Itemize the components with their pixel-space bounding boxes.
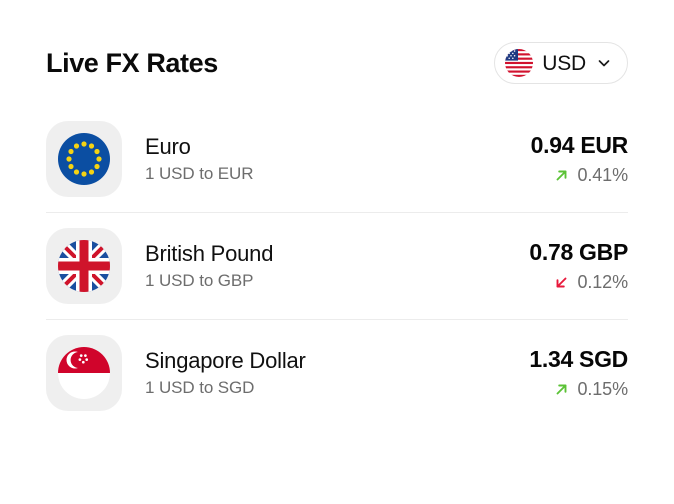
row-values-block: 1.34 SGD 0.15% — [529, 346, 628, 400]
currency-subtitle: 1 USD to SGD — [145, 378, 255, 398]
row-divider — [46, 212, 628, 213]
rate-change: 0.12% — [553, 272, 628, 293]
row-values-block: 0.78 GBP 0.12% — [529, 239, 628, 293]
arrow-up-right-icon — [553, 381, 570, 398]
row-text-block: British Pound 1 USD to GBP — [145, 241, 529, 291]
eu-flag-icon — [46, 121, 122, 197]
card-header: Live FX Rates — [46, 0, 628, 100]
gb-flag-icon — [46, 228, 122, 304]
table-row[interactable]: British Pound 1 USD to GBP 0.78 GBP 0.12… — [46, 213, 628, 319]
base-currency-selector[interactable]: USD — [494, 42, 628, 84]
sg-flag-icon — [46, 335, 122, 411]
base-currency-code: USD — [542, 51, 586, 75]
rate-value: 1.34 SGD — [529, 345, 628, 372]
currency-subtitle: 1 USD to GBP — [145, 271, 254, 291]
change-percent: 0.15% — [577, 379, 628, 400]
arrow-up-right-icon — [553, 167, 570, 184]
row-text-block: Euro 1 USD to EUR — [145, 134, 531, 184]
currency-name: Singapore Dollar — [145, 348, 306, 374]
table-row[interactable]: Singapore Dollar 1 USD to SGD 1.34 SGD 0… — [46, 320, 628, 426]
change-percent: 0.41% — [577, 165, 628, 186]
row-divider — [46, 319, 628, 320]
rate-value: 0.94 EUR — [530, 131, 629, 158]
rate-value: 0.78 GBP — [529, 238, 628, 265]
currency-name: Euro — [145, 134, 191, 160]
chevron-down-icon[interactable] — [596, 55, 612, 71]
currency-name: British Pound — [145, 241, 274, 267]
row-text-block: Singapore Dollar 1 USD to SGD — [145, 348, 529, 398]
fx-rate-list: Euro 1 USD to EUR 0.94 EUR 0.41% — [46, 106, 628, 426]
change-percent: 0.12% — [577, 272, 628, 293]
table-row[interactable]: Euro 1 USD to EUR 0.94 EUR 0.41% — [46, 106, 628, 212]
currency-subtitle: 1 USD to EUR — [145, 164, 254, 184]
page-title: Live FX Rates — [46, 47, 218, 78]
rate-change: 0.41% — [553, 165, 628, 186]
rate-change: 0.15% — [553, 379, 628, 400]
row-values-block: 0.94 EUR 0.41% — [530, 131, 629, 186]
arrow-down-left-icon — [553, 274, 570, 291]
us-flag-icon — [505, 49, 534, 77]
